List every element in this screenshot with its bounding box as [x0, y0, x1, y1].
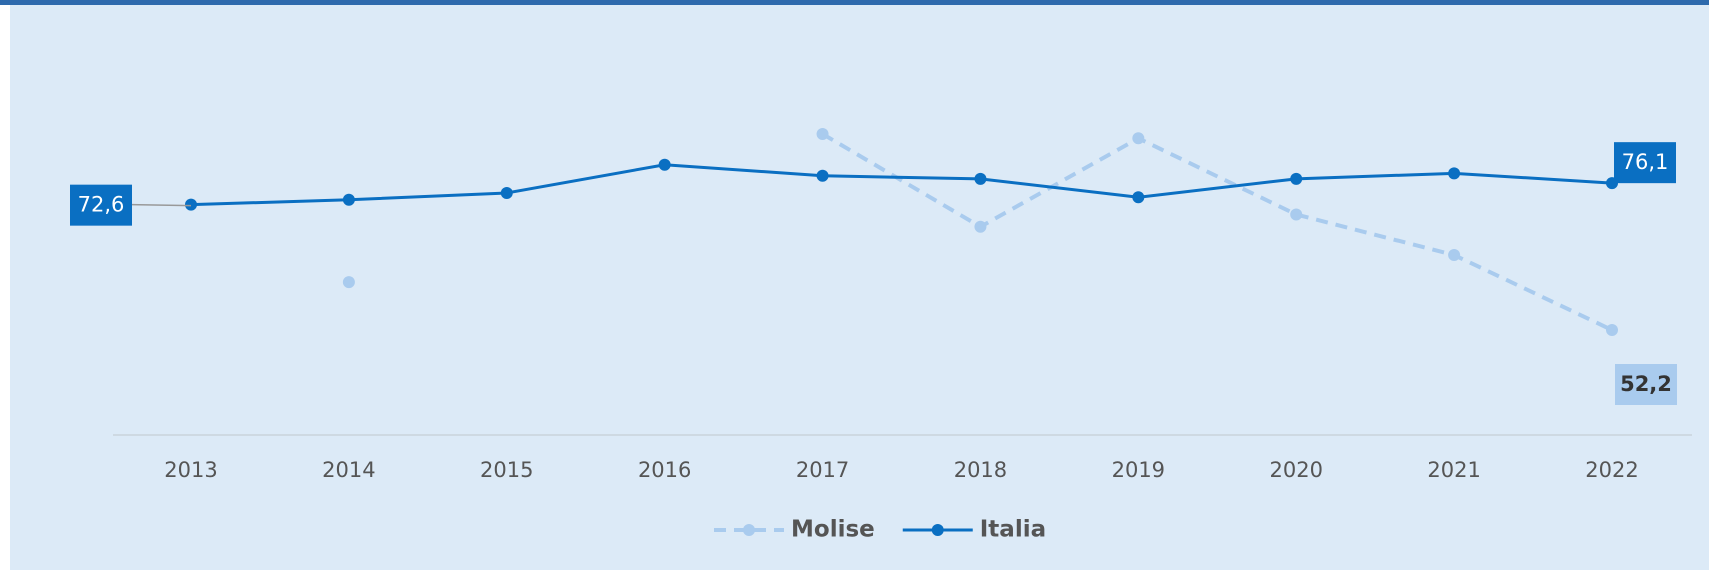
series-point [342, 193, 355, 206]
series-point [1132, 191, 1145, 204]
x-tick-label: 2021 [1427, 458, 1480, 482]
legend-swatch-dot [931, 524, 944, 536]
series-point [1290, 208, 1303, 221]
legend-label: Italia [980, 517, 1046, 543]
leader-line [131, 203, 192, 207]
series-point [974, 220, 987, 233]
x-tick-label: 2016 [638, 458, 691, 482]
series-point [816, 169, 829, 182]
legend-label: Molise [791, 517, 875, 543]
series-point [342, 276, 355, 289]
panel [10, 0, 1709, 570]
x-tick-label: 2014 [322, 458, 375, 482]
x-tick-label: 2018 [954, 458, 1007, 482]
series-point [1290, 172, 1303, 185]
series-point [1448, 167, 1461, 180]
x-tick-label: 2020 [1269, 458, 1322, 482]
top-border [0, 0, 1709, 5]
series-point [658, 158, 671, 171]
value-label: 52,2 [1620, 372, 1672, 396]
x-tick-label: 2013 [164, 458, 217, 482]
series-point [816, 128, 829, 140]
x-tick-label: 2019 [1112, 458, 1165, 482]
series-point [1448, 249, 1461, 262]
series-point [185, 198, 197, 211]
value-label: 72,6 [78, 193, 125, 217]
series-point [974, 172, 987, 185]
series-point [500, 186, 513, 199]
x-tick-label: 2022 [1585, 458, 1638, 482]
series-point [1132, 132, 1145, 145]
value-label: 76,1 [1622, 150, 1669, 174]
x-tick-label: 2017 [796, 458, 849, 482]
series-point [1606, 324, 1618, 336]
value-label-box [70, 184, 132, 226]
series-line [821, 132, 1613, 332]
value-label-box [1615, 364, 1677, 405]
value-label-box [1614, 142, 1676, 184]
series-line [190, 163, 1613, 207]
x-tick-label: 2015 [480, 458, 533, 482]
legend-swatch-dot [743, 524, 755, 536]
